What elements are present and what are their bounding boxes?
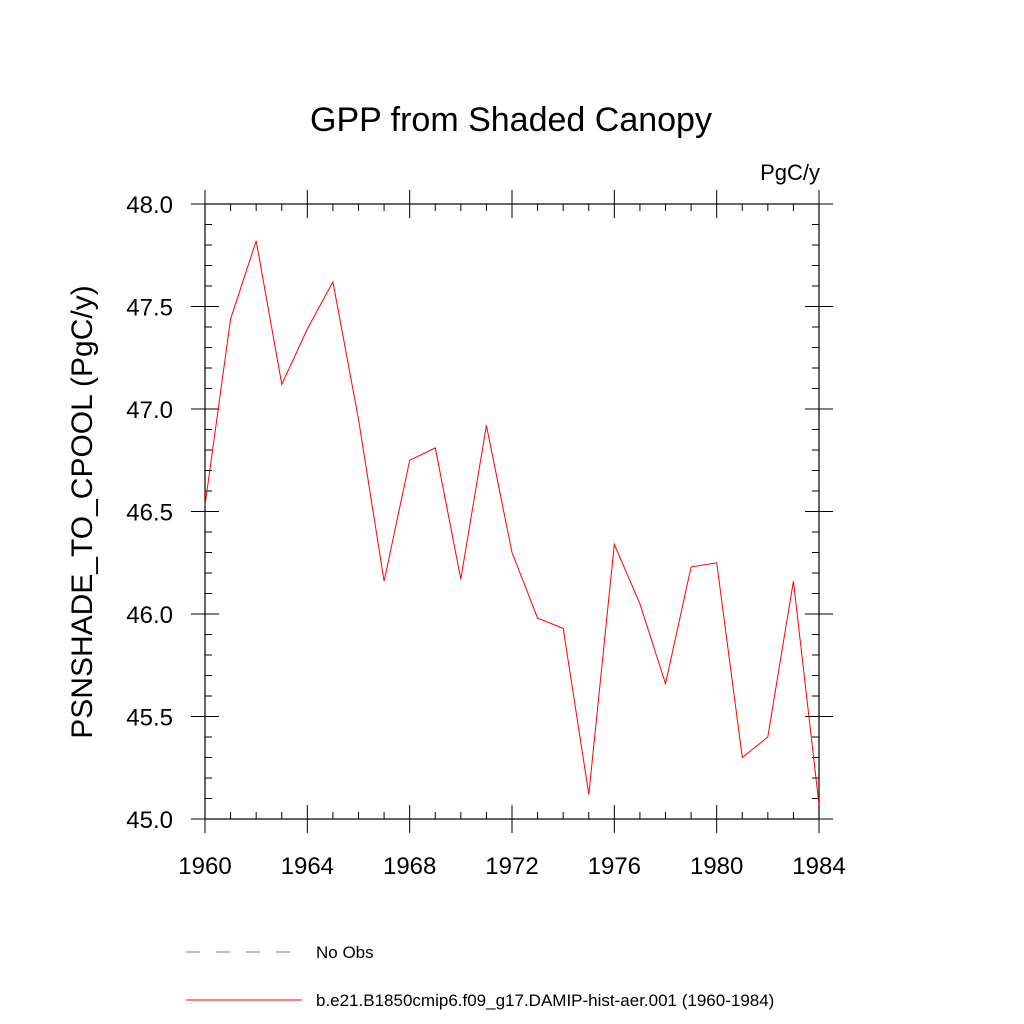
chart-title: GPP from Shaded Canopy [310, 101, 712, 139]
y-tick-label: 45.0 [126, 807, 173, 834]
legend-label: b.e21.B1850cmip6.f09_g17.DAMIP-hist-aer.… [316, 991, 774, 1010]
series-layer [204, 240, 820, 805]
y-tick-label: 47.5 [126, 295, 173, 322]
y-tick-label: 46.5 [126, 500, 173, 527]
units-label: PgC/y [760, 160, 820, 185]
y-tick-label: 45.5 [126, 705, 173, 732]
legend-label: No Obs [316, 943, 374, 962]
y-tick-label: 47.0 [126, 397, 173, 424]
x-tick-label: 1972 [485, 853, 538, 880]
y-axis-label: PSNSHADE_TO_CPOOL (PgC/y) [66, 285, 99, 738]
x-tick-label: 1980 [690, 853, 743, 880]
legend: No Obs b.e21.B1850cmip6.f09_g17.DAMIP-his… [186, 943, 774, 1010]
x-tick-label: 1968 [383, 853, 436, 880]
x-tick-label: 1964 [281, 853, 334, 880]
series-line [204, 240, 820, 805]
plot-frame [204, 203, 820, 820]
axes: 1960 1964 1968 1972 1976 1980 1984 45.0 45.5 46.0… [126, 190, 846, 880]
y-tick-label: 48.0 [126, 192, 173, 219]
x-tick-label: 1960 [178, 853, 231, 880]
x-tick-label: 1984 [792, 853, 845, 880]
x-tick-label: 1976 [588, 853, 641, 880]
y-tick-label: 46.0 [126, 602, 173, 629]
